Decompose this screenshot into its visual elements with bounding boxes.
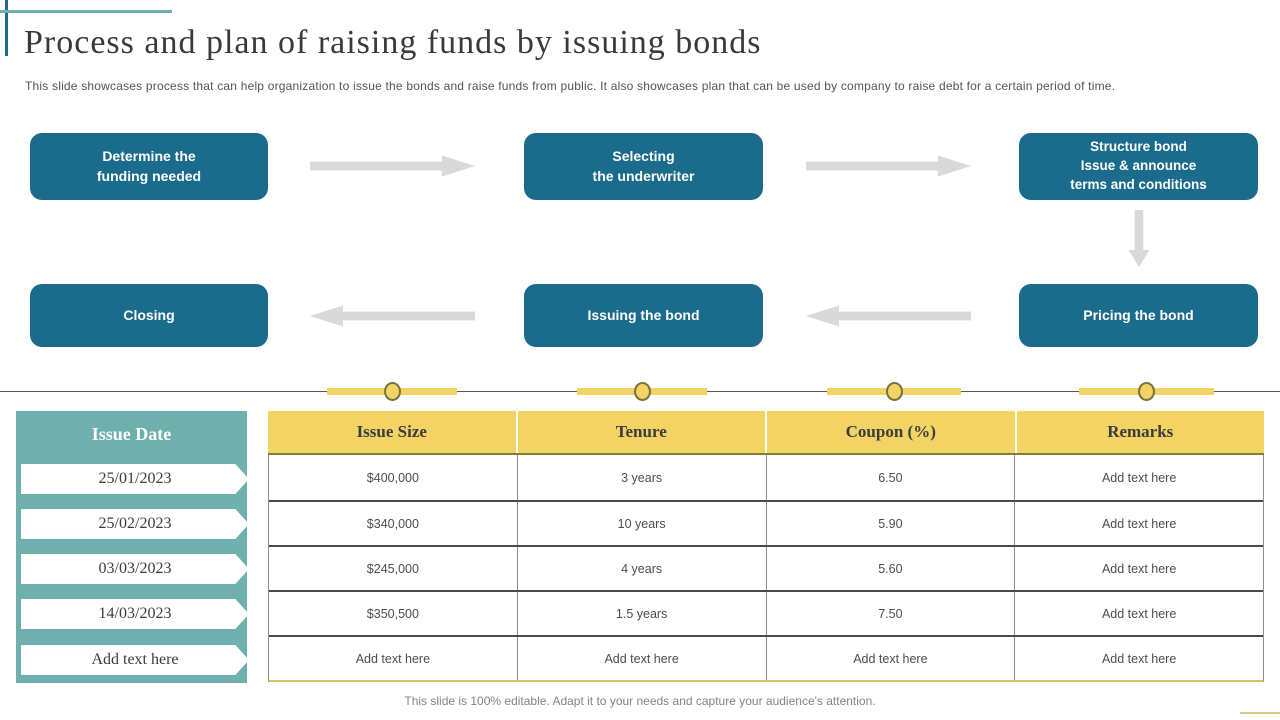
arrow-down-icon [1128, 210, 1150, 267]
cell-coupon: 7.50 [765, 592, 1015, 635]
cell-remarks-placeholder[interactable]: Add text here [1014, 455, 1263, 500]
divider-circle-marker-icon [1138, 382, 1155, 401]
process-step-selecting-underwriter: Selecting the underwriter [524, 133, 763, 200]
arrow-left-icon [310, 305, 475, 327]
process-step-issuing-bond: Issuing the bond [524, 284, 763, 347]
cell-placeholder[interactable]: Add text here [355, 651, 431, 666]
issue-date-header: Issue Date [91, 424, 172, 444]
slide-subtitle: This slide showcases process that can he… [25, 79, 1116, 93]
divider-circle-marker-icon [634, 382, 651, 401]
column-header-coupon: Coupon (%) [765, 411, 1015, 453]
issue-date-item: 03/03/2023 [21, 554, 249, 584]
column-header-remarks: Remarks [1014, 411, 1265, 453]
arrow-left-icon [806, 305, 971, 327]
divider-circle-marker-icon [384, 382, 401, 401]
cell-tenure: 3 years [516, 455, 766, 500]
column-header-tenure: Tenure [515, 411, 766, 453]
cell-coupon: 5.60 [765, 547, 1015, 590]
cell-coupon: 5.90 [765, 502, 1015, 545]
page-title: Process and plan of raising funds by iss… [24, 24, 762, 61]
divider-circle-marker-icon [886, 382, 903, 401]
table-row: $340,000 10 years 5.90 Add text here [269, 500, 1263, 545]
process-step-structure-bond: Structure bond Issue & announce terms an… [1019, 133, 1258, 200]
bottom-right-accent-line [1240, 712, 1280, 714]
cell-issue-size: $350,500 [366, 606, 419, 621]
issue-date-item: 14/03/2023 [21, 599, 249, 629]
issue-date-placeholder[interactable]: Add text here [21, 645, 249, 675]
cell-issue-size: $245,000 [366, 561, 419, 576]
cell-issue-size: $400,000 [366, 470, 419, 485]
process-step-closing: Closing [30, 284, 268, 347]
corner-accent-horizontal-line [0, 10, 172, 13]
cell-tenure: 4 years [516, 547, 766, 590]
table-row: $350,500 1.5 years 7.50 Add text here [269, 590, 1263, 635]
table-row: $400,000 3 years 6.50 Add text here [269, 455, 1263, 500]
cell-placeholder[interactable]: Add text here [765, 637, 1015, 680]
table-row: Add text here Add text here Add text her… [269, 635, 1263, 680]
column-header-issue-size: Issue Size [356, 422, 427, 441]
cell-placeholder[interactable]: Add text here [516, 637, 766, 680]
table-row: $245,000 4 years 5.60 Add text here [269, 545, 1263, 590]
cell-placeholder[interactable]: Add text here [1014, 637, 1263, 680]
cell-tenure: 1.5 years [516, 592, 766, 635]
bond-table-header-row: Issue Size Tenure Coupon (%) Remarks [268, 411, 1264, 455]
bond-table-body: $400,000 3 years 6.50 Add text here $340… [268, 455, 1264, 682]
arrow-right-icon [806, 155, 971, 177]
arrow-right-icon [310, 155, 475, 177]
cell-remarks-placeholder[interactable]: Add text here [1014, 547, 1263, 590]
corner-accent-vertical-line [5, 0, 8, 56]
cell-issue-size: $340,000 [366, 516, 419, 531]
process-step-determine-funding: Determine the funding needed [30, 133, 268, 200]
editable-note: This slide is 100% editable. Adapt it to… [404, 694, 876, 708]
cell-remarks-placeholder[interactable]: Add text here [1014, 502, 1263, 545]
issue-date-item: 25/02/2023 [21, 509, 249, 539]
cell-tenure: 10 years [516, 502, 766, 545]
cell-remarks-placeholder[interactable]: Add text here [1014, 592, 1263, 635]
bond-table: Issue Size Tenure Coupon (%) Remarks $40… [268, 411, 1264, 682]
issue-date-item: 25/01/2023 [21, 464, 249, 494]
process-step-pricing-bond: Pricing the bond [1019, 284, 1258, 347]
cell-coupon: 6.50 [765, 455, 1015, 500]
issue-date-panel: Issue Date 25/01/2023 25/02/2023 03/03/2… [16, 411, 249, 683]
